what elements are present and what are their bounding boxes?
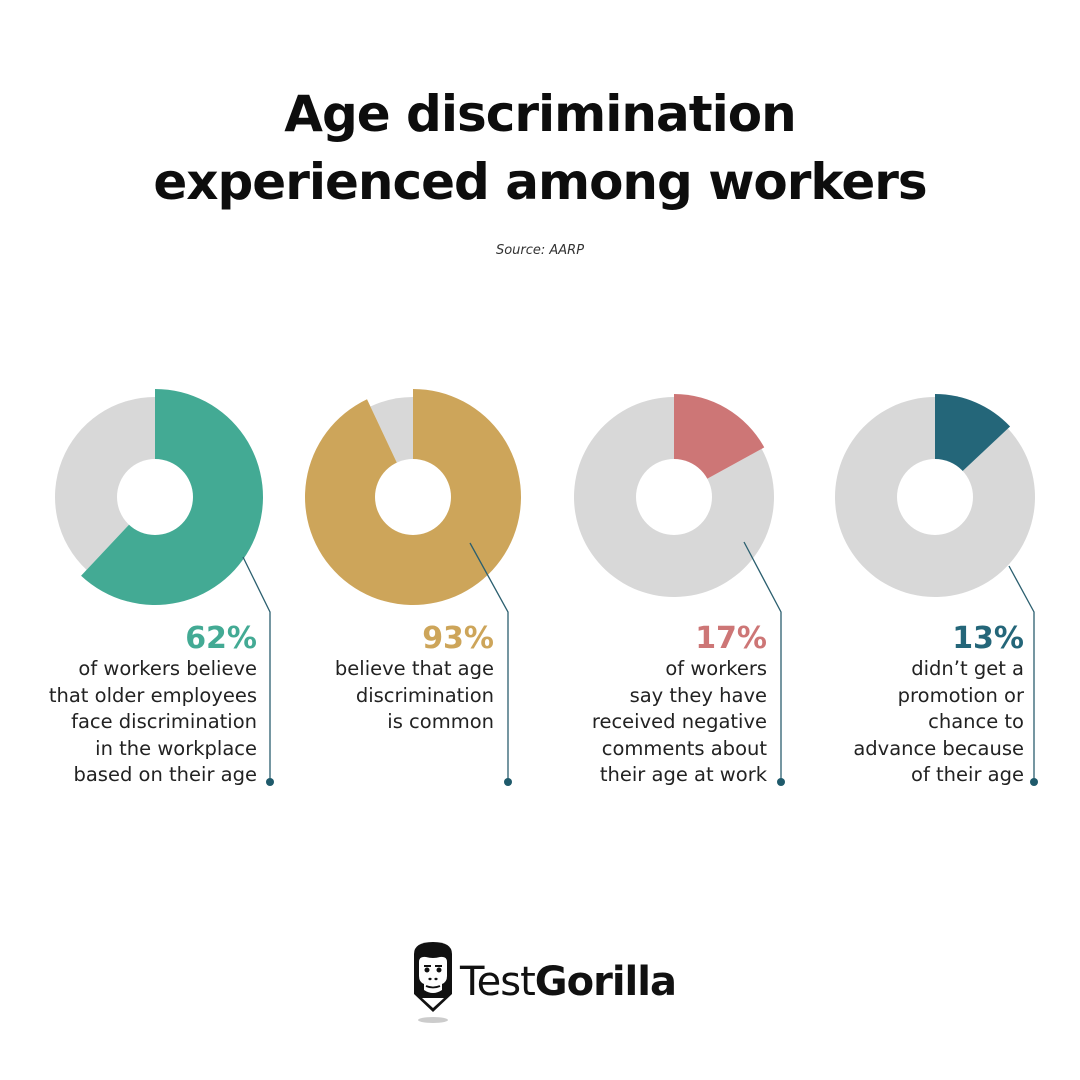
logo-wordmark: TestGorilla — [460, 959, 677, 1005]
connector-dot — [777, 778, 785, 786]
stat-2-line: discrimination — [355, 683, 494, 707]
stat-2-line: believe that age — [334, 657, 494, 680]
stat-3: 17% of workers say they have received ne… — [527, 622, 767, 789]
stat-4-line: promotion or — [897, 683, 1024, 707]
donut-chart-4 — [834, 394, 1038, 786]
gorilla-icon — [414, 942, 452, 1023]
donut-hole — [117, 459, 193, 535]
stat-4-line: chance to — [928, 710, 1024, 733]
stat-2-line: is common — [387, 710, 494, 733]
connector-dot — [504, 778, 512, 786]
connector-line — [1008, 565, 1035, 782]
donut-hole — [375, 459, 451, 535]
source-note: Source: AARP — [495, 243, 585, 258]
donut-chart-2 — [305, 389, 521, 786]
connector-line — [743, 541, 782, 782]
connector-dot — [266, 778, 274, 786]
stat-1-percent: 62% — [185, 621, 257, 656]
page-title: Age discrimination experienced among wor… — [0, 80, 1080, 216]
stat-3-line: say they have — [629, 683, 767, 707]
donut-hole — [897, 459, 973, 535]
stat-1-line: based on their age — [73, 763, 257, 786]
connector-line — [469, 542, 509, 782]
testgorilla-logo: TestGorilla — [408, 940, 678, 1025]
stat-3-line: their age at work — [599, 763, 767, 786]
title-line-2: experienced among workers — [153, 153, 927, 211]
stat-3-line: received negative — [591, 710, 767, 733]
donut-remainder-slice — [55, 397, 155, 570]
donut-hole — [636, 459, 712, 535]
connector-line — [242, 556, 271, 782]
stat-1-line: of workers believe — [78, 657, 257, 680]
title-line-1: Age discrimination — [284, 85, 797, 143]
stat-1-line: face discrimination — [71, 710, 257, 733]
stat-4-line: of their age — [911, 763, 1024, 786]
stat-1-line: that older employees — [48, 683, 257, 707]
stat-4-line: didn’t get a — [911, 657, 1024, 680]
stat-4-line: advance because — [853, 736, 1024, 760]
stat-3-line: comments about — [601, 736, 767, 760]
stat-3-percent: 17% — [695, 621, 767, 656]
connector-dot — [1030, 778, 1038, 786]
stat-1-line: in the workplace — [95, 736, 257, 760]
donut-chart-1 — [55, 389, 274, 786]
stat-4: 13% didn’t get a promotion or chance to … — [784, 622, 1024, 789]
stat-2: 93% believe that age discrimination is c… — [254, 622, 494, 736]
stat-3-line: of workers — [665, 657, 767, 680]
stat-1: 62% of workers believe that older employ… — [0, 622, 257, 789]
stat-4-percent: 13% — [952, 621, 1024, 656]
donut-chart-3 — [573, 394, 785, 786]
stat-2-percent: 93% — [422, 621, 494, 656]
